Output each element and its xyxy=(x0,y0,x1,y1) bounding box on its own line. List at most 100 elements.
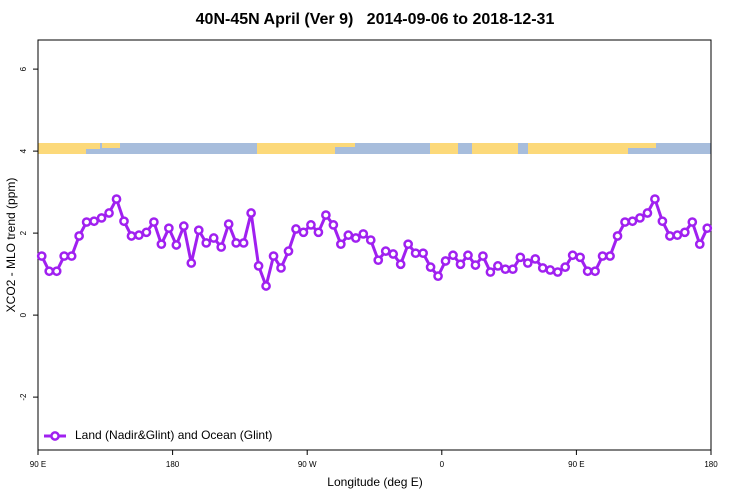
legend-label: Land (Nadir&Glint) and Ocean (Glint) xyxy=(75,428,272,442)
point xyxy=(111,194,122,204)
point xyxy=(672,230,683,241)
point xyxy=(455,259,466,270)
point xyxy=(702,223,713,234)
point xyxy=(328,220,339,230)
legend-marker xyxy=(50,431,60,441)
point xyxy=(298,227,309,238)
point xyxy=(657,216,668,227)
point xyxy=(560,262,571,272)
point xyxy=(493,261,503,271)
point xyxy=(470,260,481,270)
chart-title: 40N-45N April (Ver 9) 2014-09-06 to 2018… xyxy=(196,11,555,28)
point xyxy=(44,266,55,277)
point xyxy=(66,251,77,261)
point xyxy=(582,266,593,277)
point xyxy=(231,238,242,248)
point xyxy=(74,231,84,241)
point xyxy=(186,258,197,268)
point xyxy=(336,239,346,250)
y-tick-label: 6 xyxy=(19,66,28,71)
point xyxy=(373,255,384,266)
point xyxy=(642,208,653,218)
point xyxy=(515,252,526,263)
point xyxy=(208,233,219,243)
x-tick-label: 90 E xyxy=(568,460,584,469)
point xyxy=(635,213,645,223)
point xyxy=(403,239,413,250)
point xyxy=(246,208,256,218)
point xyxy=(440,256,451,266)
point xyxy=(590,266,600,277)
plot-frame xyxy=(37,39,712,451)
land xyxy=(335,143,355,147)
point xyxy=(530,254,541,264)
x-tick-label: 0 xyxy=(440,460,445,469)
point xyxy=(178,221,189,231)
point xyxy=(522,258,533,268)
point xyxy=(193,225,204,236)
point xyxy=(156,239,167,250)
x-tick-label: 90 E xyxy=(30,460,46,469)
point xyxy=(650,194,660,204)
point xyxy=(313,227,324,238)
land xyxy=(628,143,656,148)
point xyxy=(365,235,376,245)
point xyxy=(89,216,99,227)
point xyxy=(223,219,234,229)
point xyxy=(171,240,182,250)
y-tick-label: 2 xyxy=(19,230,28,235)
point xyxy=(575,252,585,263)
ocean xyxy=(38,143,711,154)
y-tick-label: 4 xyxy=(19,148,28,153)
point xyxy=(291,224,301,234)
x-axis-label: Longitude (deg E) xyxy=(327,475,422,489)
point xyxy=(687,217,698,227)
point xyxy=(448,250,458,261)
point xyxy=(201,238,212,248)
point xyxy=(104,208,114,218)
x-tick-label: 180 xyxy=(704,460,718,469)
point xyxy=(343,230,354,241)
point xyxy=(567,250,578,261)
point xyxy=(238,238,249,248)
point xyxy=(306,220,316,230)
point xyxy=(126,231,137,241)
point xyxy=(418,248,428,259)
y-axis-label: XCO2 - MLO trend (ppm) xyxy=(4,178,18,313)
point xyxy=(321,210,331,220)
x-tick-label: 90 W xyxy=(298,460,317,469)
land xyxy=(528,143,628,154)
point xyxy=(620,217,630,227)
point xyxy=(395,259,406,270)
land xyxy=(86,143,100,149)
point xyxy=(36,251,47,261)
point xyxy=(410,248,421,259)
y-tick-label: 0 xyxy=(19,312,28,317)
point xyxy=(164,223,174,234)
point xyxy=(679,227,690,238)
point xyxy=(388,249,399,259)
point xyxy=(96,213,107,223)
x-tick-label: 180 xyxy=(166,460,180,469)
point xyxy=(119,216,129,227)
point xyxy=(81,217,92,227)
point xyxy=(537,263,548,273)
point xyxy=(358,229,369,239)
point xyxy=(276,263,286,273)
point xyxy=(134,230,144,241)
point xyxy=(552,267,563,277)
land xyxy=(472,143,518,154)
point xyxy=(253,261,264,271)
point xyxy=(141,227,152,238)
point xyxy=(216,242,227,252)
point xyxy=(478,251,488,261)
point xyxy=(380,246,391,256)
land xyxy=(430,143,458,154)
point xyxy=(283,246,294,256)
point xyxy=(627,216,638,227)
point xyxy=(149,217,159,227)
land-ocean-strip xyxy=(38,143,711,154)
y-tick-label: -2 xyxy=(19,393,28,401)
point xyxy=(485,267,496,277)
